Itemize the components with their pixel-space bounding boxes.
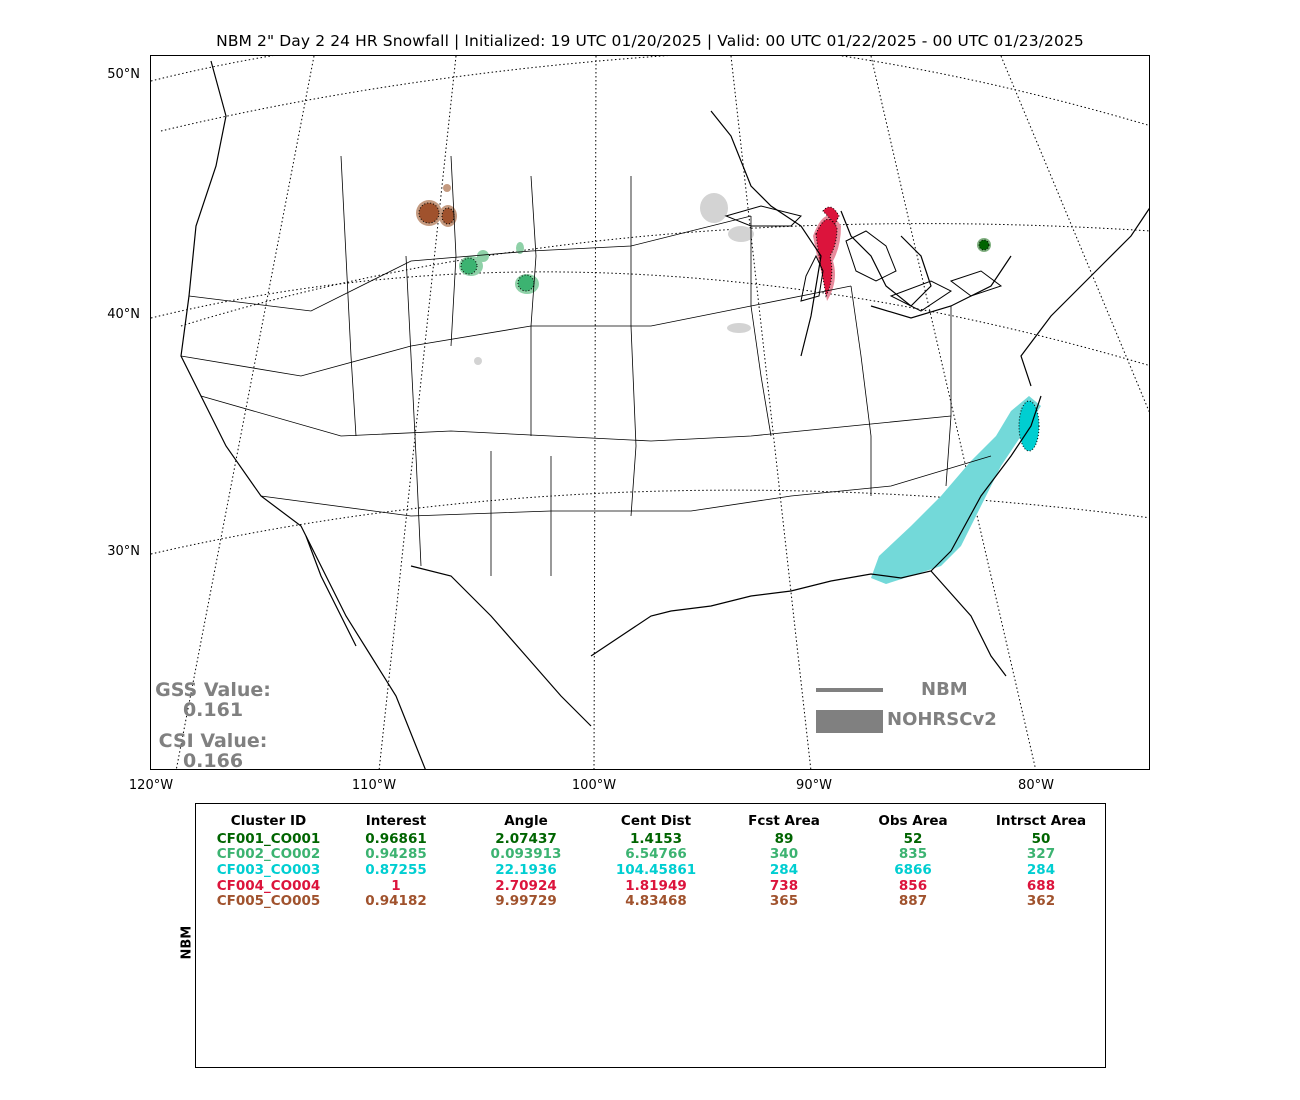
lon-label-110: 110°W [351, 778, 397, 793]
table-cell: 365 [769, 893, 799, 910]
graticule [151, 56, 1149, 769]
table-cell: 0.96861 [365, 830, 427, 847]
lon-label-100: 100°W [571, 778, 617, 793]
csi-value: 0.166 [182, 750, 244, 772]
obs-areas [474, 193, 754, 365]
map-title: NBM 2" Day 2 24 HR Snowfall | Initialize… [216, 32, 1084, 50]
table-cell: 104.45861 [615, 862, 697, 879]
table-cell: 4.83468 [625, 893, 687, 910]
table-cell: 52 [903, 830, 923, 847]
table-cell: 284 [769, 862, 799, 879]
table-cell: 2.70924 [495, 877, 557, 894]
table-cell: 50 [1031, 830, 1051, 847]
col-intrsct-area: Intrsct Area 50 327 284 688 362 [986, 813, 1096, 910]
table-cell: 6866 [894, 862, 932, 879]
gss-value: 0.161 [182, 699, 244, 721]
table-cell: 22.1936 [495, 862, 557, 879]
coastlines [180, 60, 1149, 769]
col-cluster-id: Cluster ID CF001_CO001 CF002_CO002 CF003… [206, 813, 331, 910]
cluster-1 [977, 238, 991, 252]
table-cell: 2.07437 [495, 830, 557, 847]
map-panel [150, 55, 1150, 770]
table-cell: 340 [769, 846, 799, 863]
table-cell: CF002_CO002 [216, 846, 321, 863]
header-cent-dist: Cent Dist [620, 813, 692, 829]
col-angle: Angle 2.07437 0.093913 22.1936 2.70924 9… [476, 813, 576, 910]
header-obs-area: Obs Area [878, 813, 948, 829]
table-cell: 362 [1026, 893, 1056, 910]
cluster-5 [416, 184, 457, 227]
cluster-4 [813, 206, 841, 301]
lon-label-90: 90°W [796, 778, 832, 793]
legend-nbm-label: NBM [921, 679, 968, 700]
great-lakes [724, 205, 1003, 312]
table-cell: CF005_CO005 [216, 893, 321, 910]
table-cell: 284 [1026, 862, 1056, 879]
table-cell: 327 [1026, 846, 1056, 863]
table-cell: 1 [391, 877, 401, 894]
table-cell: 9.99729 [495, 893, 557, 910]
table-cell: 887 [898, 893, 928, 910]
lat-label-50: 50°N [107, 67, 140, 82]
lat-label-30: 30°N [107, 544, 140, 559]
header-fcst-area: Fcst Area [748, 813, 820, 829]
legend-swatches [816, 688, 883, 733]
table-cell: 0.87255 [365, 862, 427, 879]
table-cell: 835 [898, 846, 928, 863]
us-map [151, 56, 1149, 769]
lon-label-120: 120°W [128, 778, 174, 793]
stats-table: Cluster ID CF001_CO001 CF002_CO002 CF003… [195, 803, 1106, 1068]
cluster-3 [871, 396, 1041, 584]
table-cell: 856 [898, 877, 928, 894]
lon-label-80: 80°W [1018, 778, 1054, 793]
table-cell: 0.94182 [365, 893, 427, 910]
table-cell: CF001_CO001 [216, 830, 321, 847]
lat-label-40: 40°N [107, 307, 140, 322]
table-cell: 0.093913 [490, 846, 562, 863]
state-borders [180, 155, 992, 576]
col-cent-dist: Cent Dist 1.4153 6.54766 104.45861 1.819… [601, 813, 711, 910]
col-obs-area: Obs Area 52 835 6866 856 887 [863, 813, 963, 910]
table-cell: 738 [769, 877, 799, 894]
table-cell: 1.4153 [629, 830, 683, 847]
legend-nohrsc-label: NOHRSCv2 [887, 709, 997, 730]
header-intrsct-area: Intrsct Area [995, 813, 1087, 829]
table-cell: CF003_CO003 [216, 862, 321, 879]
table-cell: 6.54766 [625, 846, 687, 863]
table-cell: CF004_CO004 [216, 877, 321, 894]
gss-label: GSS Value: [155, 679, 271, 701]
legend-fill-swatch [816, 710, 883, 733]
cluster-2 [459, 242, 539, 294]
table-cell: 0.94285 [365, 846, 427, 863]
table-cell: 89 [774, 830, 794, 847]
header-angle: Angle [504, 813, 548, 829]
csi-label: CSI Value: [158, 730, 268, 752]
header-interest: Interest [365, 813, 427, 829]
table-cell: 688 [1026, 877, 1056, 894]
header-cluster-id: Cluster ID [230, 813, 307, 829]
table-side-label: NBM [179, 925, 195, 960]
col-fcst-area: Fcst Area 89 340 284 738 365 [734, 813, 834, 910]
table-cell: 1.81949 [625, 877, 687, 894]
col-interest: Interest 0.96861 0.94285 0.87255 1 0.941… [346, 813, 446, 910]
